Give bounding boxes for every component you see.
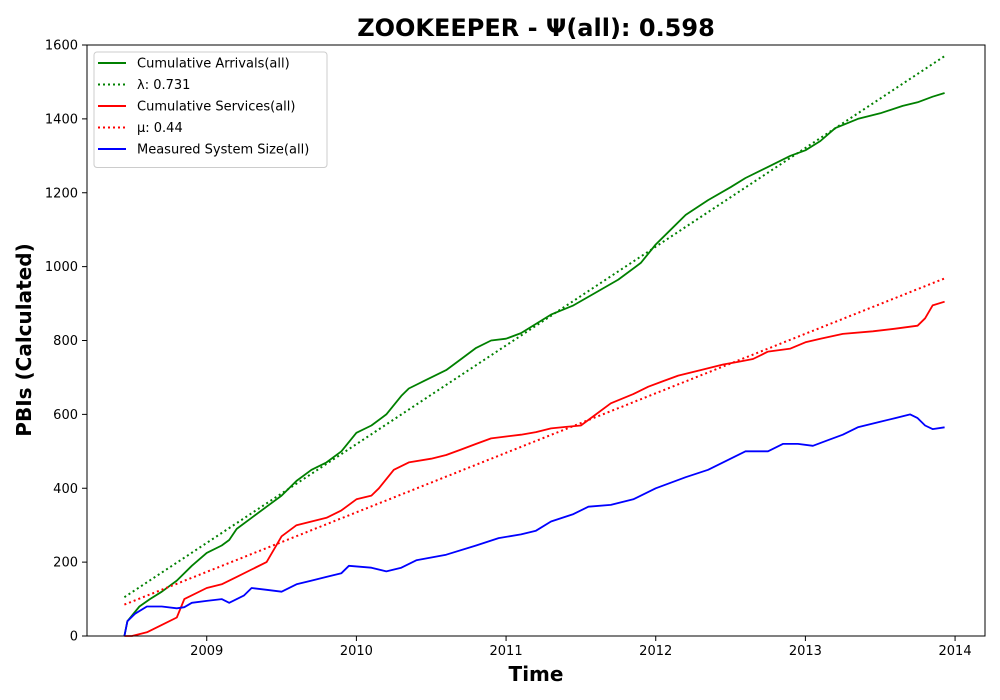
y-tick-label: 1000 — [45, 260, 78, 275]
x-tick-label: 2012 — [639, 644, 672, 659]
y-tick-label: 0 — [70, 630, 78, 645]
series-line-4 — [124, 414, 944, 636]
y-tick-label: 1400 — [45, 112, 78, 127]
x-axis-label: Time — [509, 662, 564, 686]
x-tick-label: 2010 — [340, 644, 373, 659]
y-tick-label: 200 — [53, 556, 78, 571]
series-line-0 — [124, 93, 944, 636]
legend-label-2: Cumulative Services(all) — [137, 100, 295, 115]
x-tick-label: 2011 — [490, 644, 523, 659]
x-tick-label: 2013 — [789, 644, 822, 659]
legend-label-1: λ: 0.731 — [137, 78, 190, 93]
y-tick-label: 1600 — [45, 39, 78, 54]
legend-label-4: Measured System Size(all) — [137, 143, 309, 158]
y-tick-label: 1200 — [45, 186, 78, 201]
legend-label-3: μ: 0.44 — [137, 121, 183, 136]
legend-label-0: Cumulative Arrivals(all) — [137, 57, 290, 72]
x-tick-label: 2014 — [939, 644, 972, 659]
y-tick-label: 600 — [53, 408, 78, 423]
chart-title: ZOOKEEPER - Ψ(all): 0.598 — [357, 14, 715, 42]
series-line-2 — [124, 302, 944, 636]
legend: Cumulative Arrivals(all) λ: 0.731 Cumulati… — [94, 52, 327, 168]
x-tick-label: 2009 — [190, 644, 223, 659]
y-tick-label: 400 — [53, 482, 78, 497]
y-tick-label: 800 — [53, 334, 78, 349]
y-axis-label: PBIs (Calculated) — [12, 243, 36, 436]
